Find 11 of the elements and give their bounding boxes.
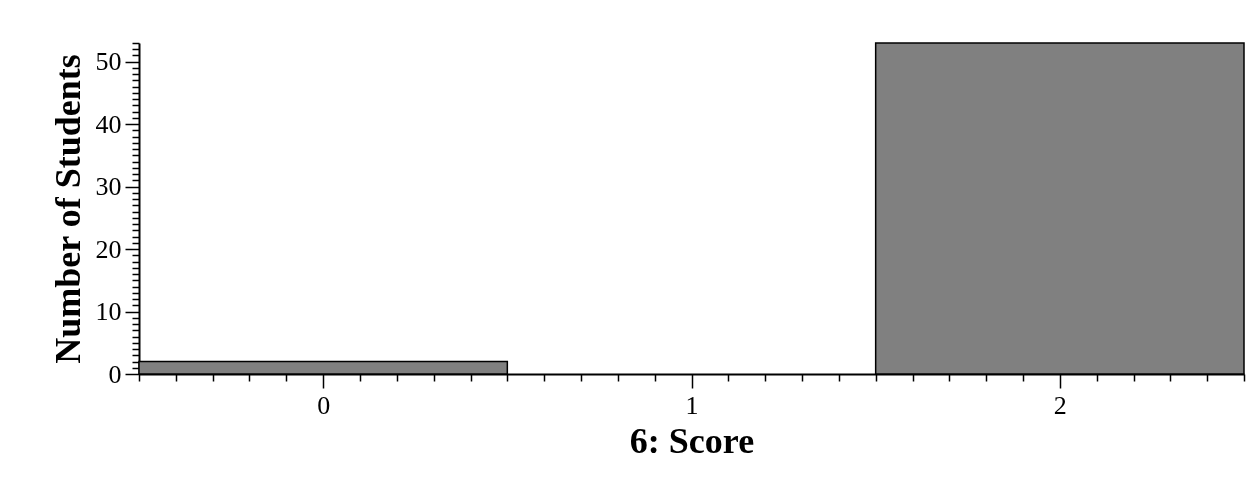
y-tick-label: 10	[95, 297, 122, 327]
y-tick-label: 20	[95, 234, 122, 264]
y-tick-label: 40	[95, 109, 122, 139]
x-axis-title: 6: Score	[629, 420, 755, 461]
y-tick-label: 50	[95, 47, 122, 77]
x-tick-label: 1	[685, 390, 699, 420]
x-tick-label: 2	[1053, 390, 1067, 420]
y-tick-label: 0	[108, 359, 122, 389]
y-axis-title: Number of Students	[47, 54, 88, 364]
x-tick-label: 0	[317, 390, 331, 420]
y-tick-label: 30	[95, 172, 122, 202]
